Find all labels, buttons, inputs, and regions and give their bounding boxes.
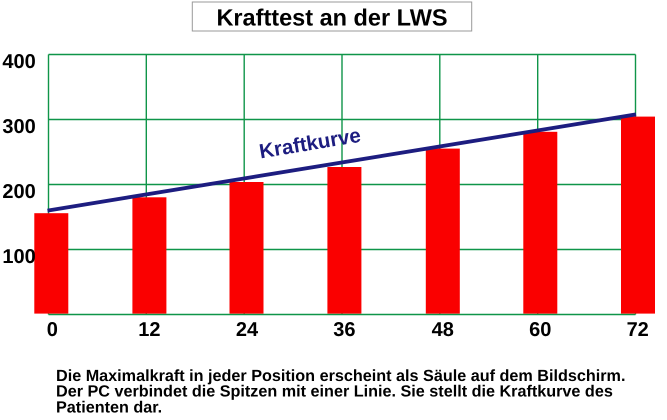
svg-text:24: 24 [236,319,259,341]
svg-text:36: 36 [333,319,355,341]
svg-text:Krafttest an der LWS: Krafttest an der LWS [216,4,447,30]
svg-text:60: 60 [529,319,551,341]
svg-text:72: 72 [627,319,649,341]
svg-text:12: 12 [138,319,160,341]
svg-text:48: 48 [432,319,454,341]
svg-text:300: 300 [2,116,35,138]
svg-text:Der PC verbindet die Spitzen m: Der PC verbindet die Spitzen mit einer L… [56,383,613,401]
svg-text:400: 400 [2,51,35,73]
svg-text:Patienten dar.: Patienten dar. [56,399,162,417]
svg-text:Kraftkurve: Kraftkurve [258,124,363,164]
svg-text:100: 100 [2,246,35,268]
svg-text:200: 200 [2,181,35,203]
svg-text:Die Maximalkraft in jeder Posi: Die Maximalkraft in jeder Position ersch… [56,367,625,385]
svg-text:0: 0 [47,319,58,341]
